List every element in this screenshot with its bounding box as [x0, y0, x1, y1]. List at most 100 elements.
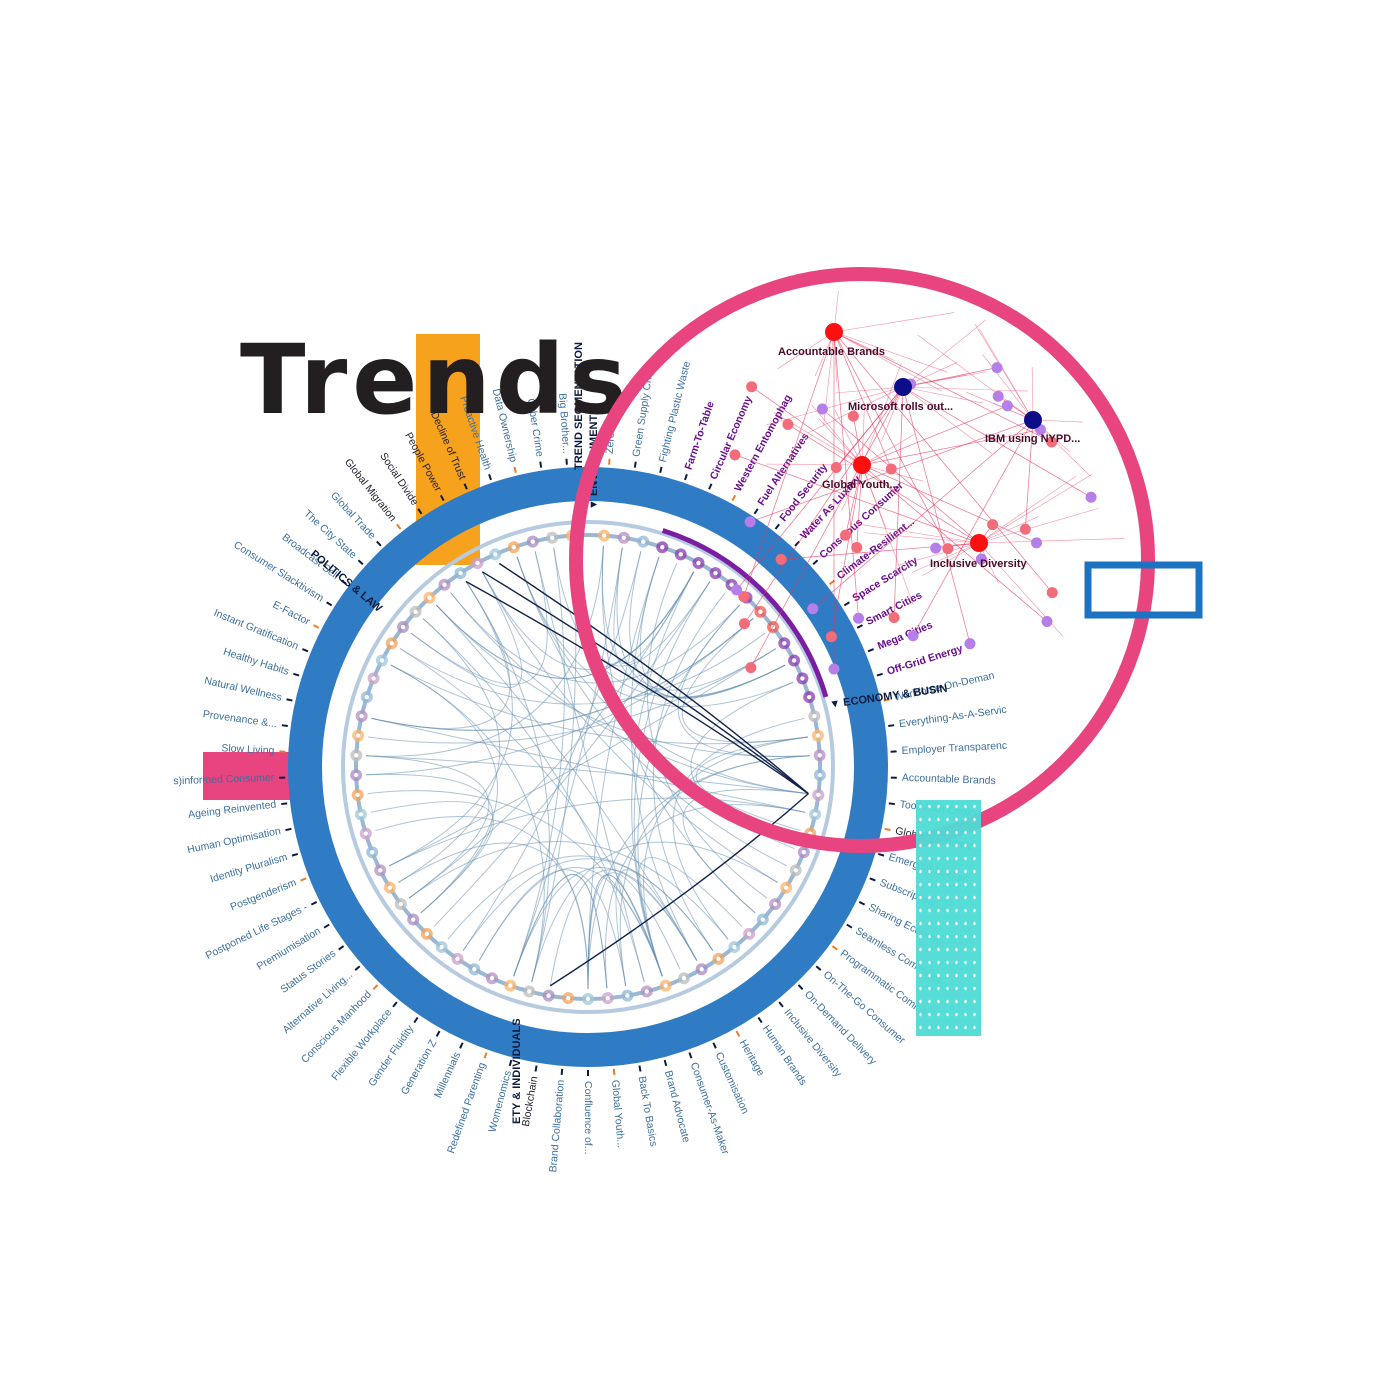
chord-link: [549, 869, 698, 986]
trend-node-core: [398, 901, 404, 907]
trend-label[interactable]: s)informed Consumer: [173, 772, 275, 788]
trend-node-core: [772, 901, 778, 907]
trend-label[interactable]: Employer Transparenc: [901, 740, 1007, 757]
trend-tick: [293, 672, 300, 677]
network-hub-node[interactable]: [970, 534, 988, 552]
network-node[interactable]: [731, 584, 743, 596]
net-label-inclusive-diversity: Inclusive Diversity: [930, 558, 1027, 570]
network-node[interactable]: [745, 662, 757, 674]
network-node[interactable]: [729, 449, 741, 461]
network-node[interactable]: [975, 553, 987, 565]
trend-node-core: [732, 944, 737, 950]
net-label-global-youth: Global Youth...: [822, 479, 899, 491]
network-node[interactable]: [1031, 537, 1043, 549]
network-node[interactable]: [828, 663, 840, 675]
chord-link: [408, 840, 729, 940]
network-node[interactable]: [1046, 587, 1058, 599]
trend-node-core: [427, 595, 432, 600]
chord-link: [631, 571, 695, 977]
network-node[interactable]: [991, 362, 1003, 374]
network-edge: [833, 331, 949, 549]
chord-link: [433, 581, 711, 928]
network-hub-node[interactable]: [1024, 411, 1042, 429]
network-node[interactable]: [853, 612, 865, 624]
network-node[interactable]: [746, 381, 758, 393]
network-circle-outline: [569, 267, 1155, 853]
network-node[interactable]: [930, 542, 942, 554]
trend-label[interactable]: Slow Living: [221, 742, 275, 757]
network-node[interactable]: [830, 461, 842, 473]
network-node[interactable]: [907, 630, 919, 642]
trend-node-core: [364, 694, 370, 700]
trend-tick: [797, 984, 804, 990]
chord-link: [399, 648, 663, 977]
trend-tick: [638, 1065, 642, 1072]
trend-node-core: [475, 560, 480, 566]
network-node[interactable]: [1085, 491, 1097, 503]
trend-label[interactable]: Global Youth...: [609, 1079, 627, 1148]
network-edge: [833, 331, 895, 362]
network-edge: [833, 331, 859, 619]
network-hub-node[interactable]: [825, 323, 843, 341]
network-node[interactable]: [987, 519, 999, 531]
chord-link: [513, 547, 623, 977]
trend-tick: [313, 624, 320, 629]
network-node[interactable]: [775, 553, 787, 565]
network-edge: [833, 331, 948, 373]
network-node[interactable]: [738, 618, 750, 630]
trend-label[interactable]: Confluence of...: [582, 1081, 594, 1155]
network-edge: [861, 434, 915, 466]
network-node[interactable]: [1001, 400, 1013, 412]
trend-label[interactable]: Accountable Brands: [902, 772, 996, 787]
network-node[interactable]: [992, 390, 1004, 402]
trend-node-core: [746, 931, 752, 937]
trend-node-core: [817, 753, 822, 758]
trend-tick: [357, 559, 364, 565]
network-node[interactable]: [816, 403, 828, 415]
chord-link: [630, 556, 698, 961]
network-hub-node[interactable]: [853, 456, 871, 474]
network-node[interactable]: [888, 612, 900, 624]
network-node[interactable]: [840, 529, 852, 541]
trend-node-core: [641, 539, 646, 544]
network-edge: [978, 473, 1093, 544]
chord-link: [587, 556, 660, 990]
trend-tick: [888, 724, 895, 727]
trend-ticks: [279, 458, 897, 1076]
trend-node-core: [400, 624, 406, 630]
trend-tick: [354, 965, 361, 971]
network-node[interactable]: [885, 463, 897, 475]
network-node[interactable]: [851, 541, 863, 553]
trend-node-core: [800, 676, 805, 681]
trend-tick: [712, 1042, 717, 1049]
trend-node-core: [801, 850, 806, 855]
network-node[interactable]: [1041, 616, 1053, 628]
trend-tick: [812, 559, 819, 565]
trend-tick: [876, 672, 883, 677]
network-edge: [808, 386, 904, 433]
trend-tick: [488, 473, 492, 481]
network-node[interactable]: [964, 638, 976, 650]
net-label-accountable-brands: Accountable Brands: [778, 346, 885, 358]
chord-link: [615, 869, 698, 986]
network-edge: [861, 464, 1037, 544]
trend-node-core: [806, 694, 812, 700]
chord-link: [616, 547, 777, 691]
network-node[interactable]: [782, 418, 794, 430]
trend-label[interactable]: Big Brother...: [556, 393, 572, 454]
trend-tick: [735, 1030, 741, 1037]
network-node[interactable]: [1019, 523, 1031, 535]
trend-node-core: [458, 570, 463, 576]
network-node[interactable]: [825, 631, 837, 643]
trend-tick: [560, 1068, 564, 1075]
trend-node-core: [527, 989, 532, 994]
network-node[interactable]: [1046, 436, 1058, 448]
network-hub-node[interactable]: [894, 378, 912, 396]
network-node[interactable]: [942, 543, 954, 555]
network-node[interactable]: [847, 410, 859, 422]
network-node[interactable]: [744, 516, 756, 528]
network-node[interactable]: [738, 591, 750, 603]
trend-node-core: [621, 535, 627, 540]
network-edge: [881, 386, 904, 442]
network-node[interactable]: [807, 603, 819, 615]
